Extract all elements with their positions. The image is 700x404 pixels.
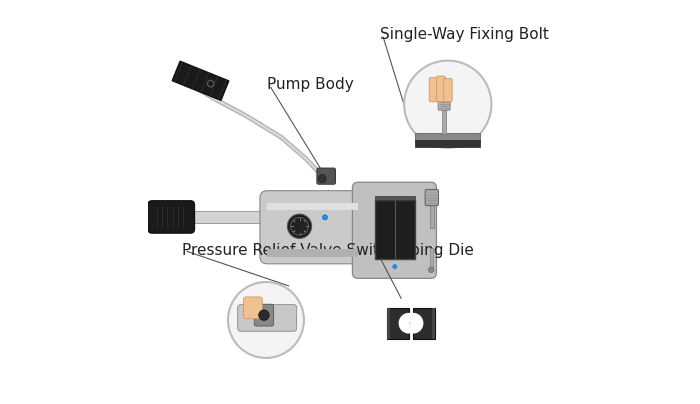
Circle shape	[323, 215, 328, 220]
Bar	[375, 196, 414, 200]
Circle shape	[228, 282, 304, 358]
Bar	[415, 133, 480, 141]
Circle shape	[404, 61, 491, 148]
Bar	[172, 211, 277, 223]
FancyBboxPatch shape	[260, 191, 365, 264]
FancyBboxPatch shape	[352, 182, 437, 278]
Circle shape	[442, 96, 446, 100]
Wedge shape	[399, 314, 411, 333]
Polygon shape	[172, 61, 229, 100]
Text: Pressure Relief Valve Switch: Pressure Relief Valve Switch	[182, 243, 398, 258]
Bar	[430, 201, 434, 228]
Text: Pump Body: Pump Body	[267, 77, 354, 93]
Text: Single-Way Fixing Bolt: Single-Way Fixing Bolt	[380, 27, 550, 42]
Bar	[413, 308, 435, 339]
FancyBboxPatch shape	[438, 99, 450, 110]
Circle shape	[288, 214, 312, 238]
Bar	[267, 203, 358, 210]
Bar	[415, 140, 480, 147]
FancyBboxPatch shape	[244, 297, 262, 319]
Bar	[442, 107, 446, 134]
Bar	[387, 308, 390, 339]
Bar	[267, 249, 358, 257]
Bar	[387, 308, 409, 339]
FancyBboxPatch shape	[437, 76, 445, 102]
FancyBboxPatch shape	[238, 305, 297, 331]
Circle shape	[290, 217, 309, 235]
FancyBboxPatch shape	[254, 304, 274, 326]
Text: Crimping Die: Crimping Die	[374, 243, 474, 258]
Wedge shape	[412, 314, 423, 333]
Circle shape	[318, 175, 326, 183]
FancyBboxPatch shape	[148, 201, 195, 233]
Circle shape	[393, 265, 397, 269]
FancyBboxPatch shape	[444, 78, 452, 102]
FancyBboxPatch shape	[317, 168, 335, 184]
Circle shape	[428, 267, 434, 273]
FancyBboxPatch shape	[425, 189, 438, 206]
Bar	[432, 308, 435, 339]
FancyBboxPatch shape	[429, 78, 438, 102]
Bar	[430, 248, 433, 270]
Bar	[375, 200, 414, 259]
Circle shape	[259, 310, 270, 320]
